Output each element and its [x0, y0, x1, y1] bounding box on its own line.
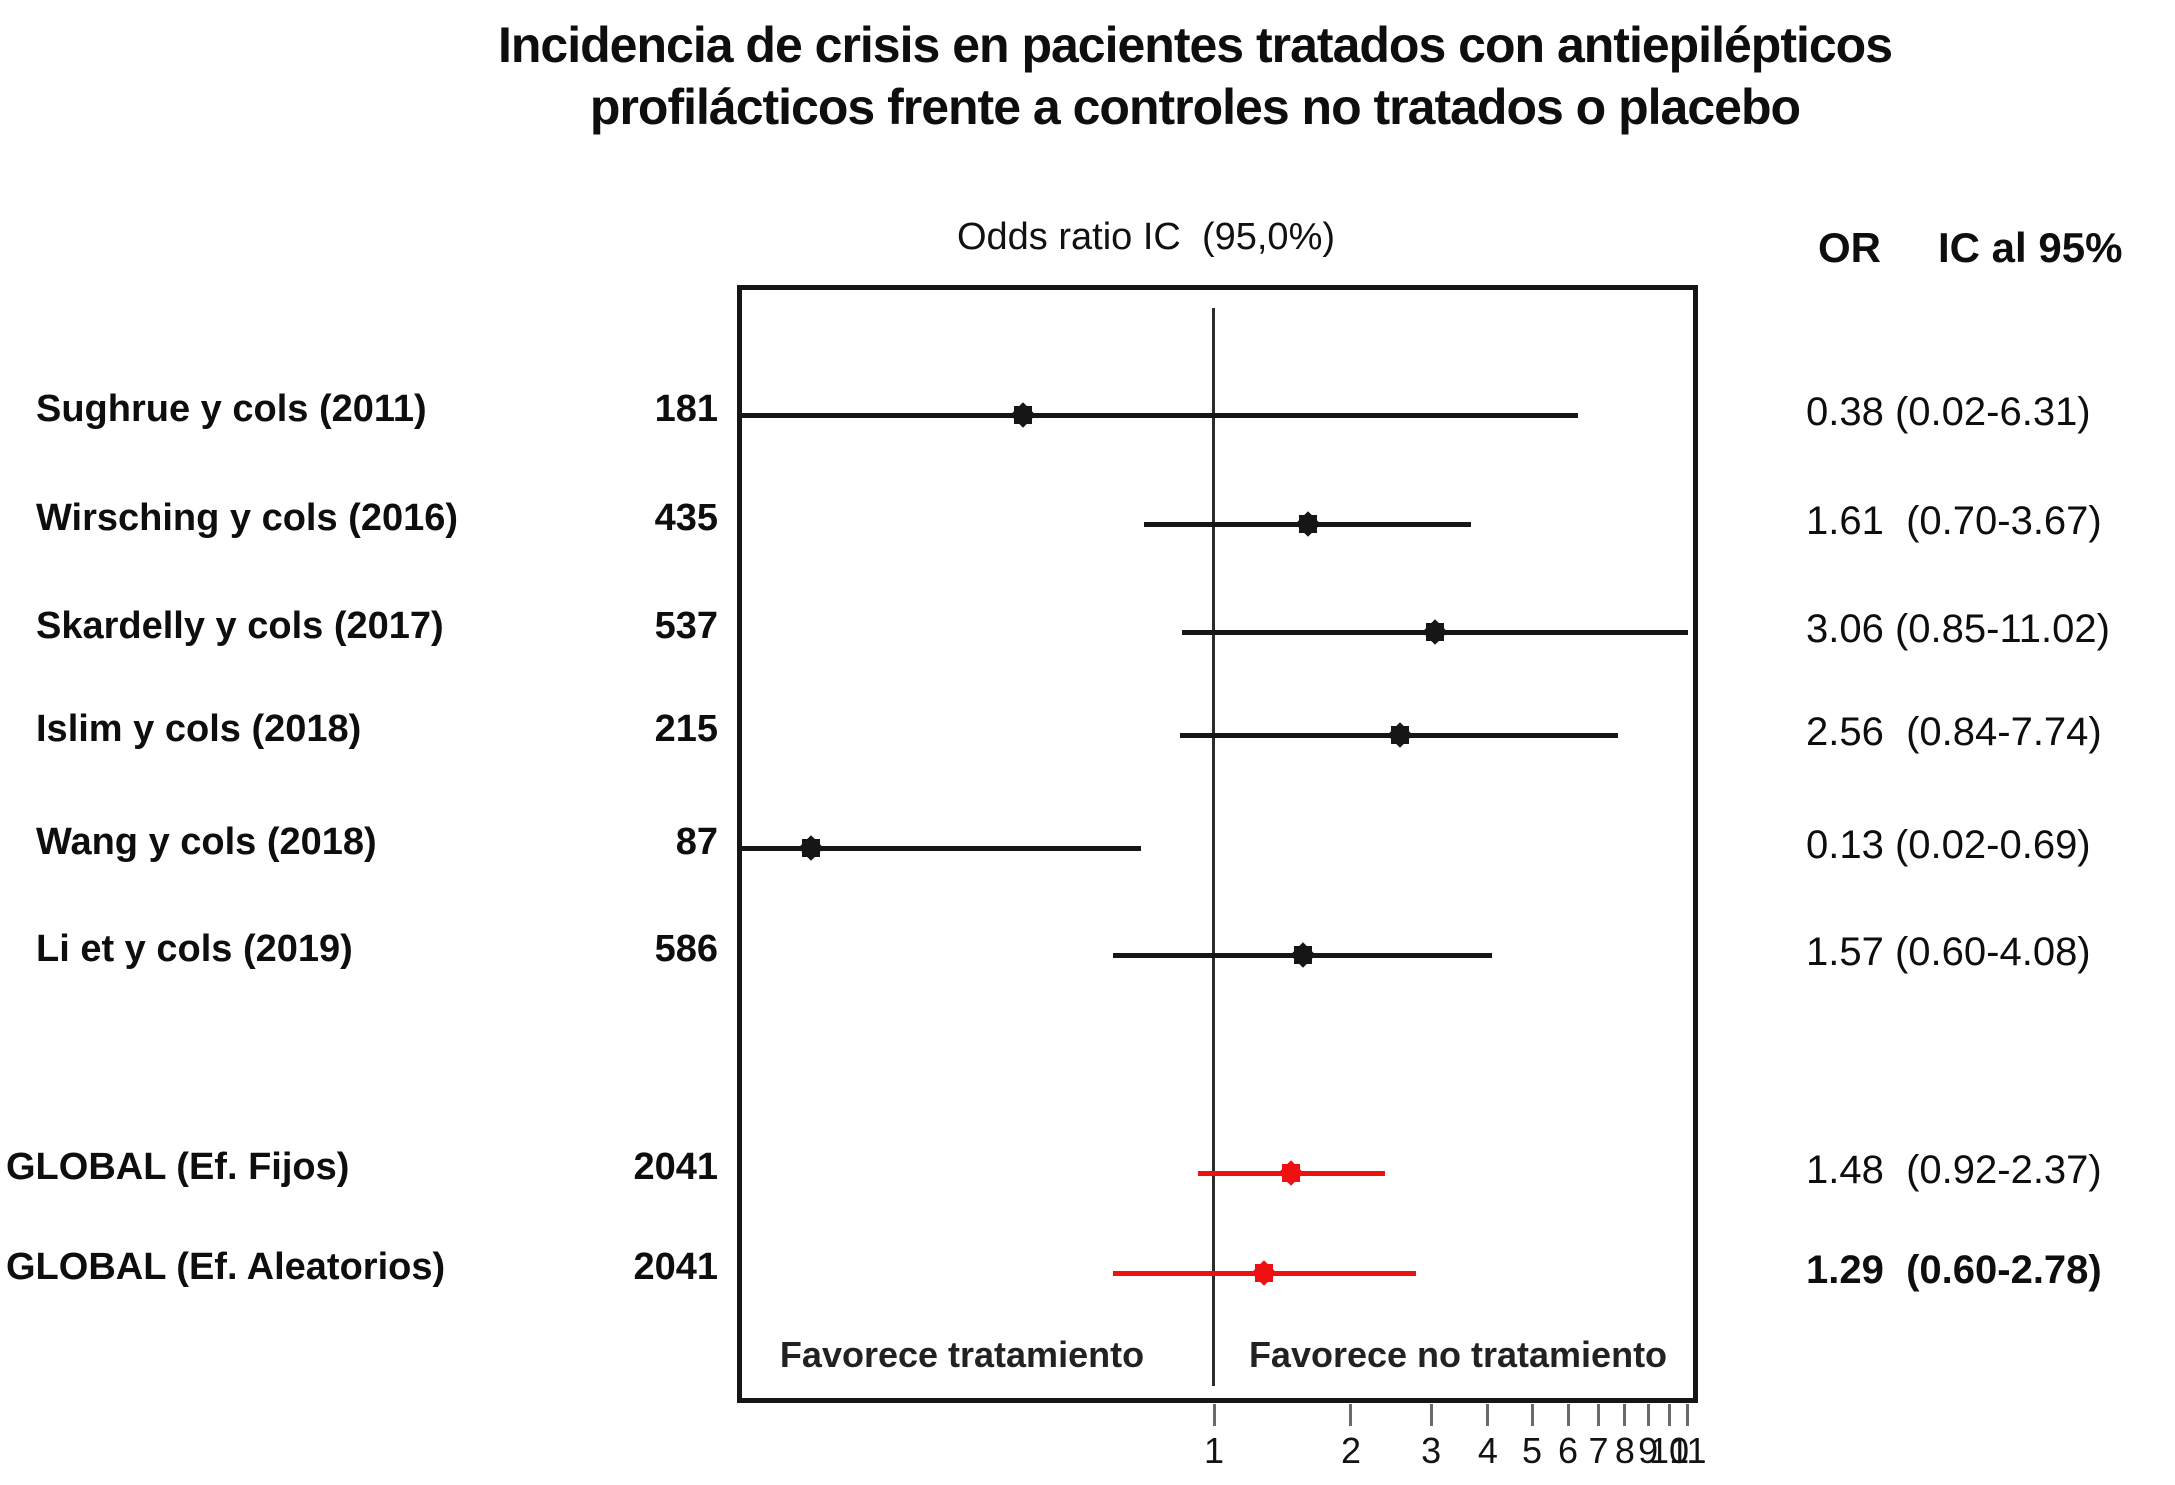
x-tick-label-6: 6 — [1558, 1430, 1579, 1471]
figure-title-line1: Incidencia de crisis en pacientes tratad… — [497, 17, 1893, 73]
study-n-2: 537 — [654, 605, 718, 647]
figure-title-line2: profilácticos frente a controles no trat… — [589, 79, 1801, 135]
study-label-5: Li et y cols (2019) — [36, 928, 353, 970]
column-header-or: OR — [1818, 224, 1881, 271]
favors-treatment-label: Favorece tratamiento — [779, 1334, 1145, 1375]
x-tick-label-3: 3 — [1421, 1430, 1442, 1471]
x-tick-11 — [1686, 1404, 1690, 1426]
or-ci-value-2: 3.06 (0.85-11.02) — [1806, 607, 2110, 651]
or-ci-value-0: 0.38 (0.02-6.31) — [1806, 390, 2091, 434]
x-tick-label-5: 5 — [1522, 1430, 1543, 1471]
x-tick-label-4: 4 — [1477, 1430, 1498, 1471]
or-ci-value-7: 1.29 (0.60-2.78) — [1806, 1248, 2102, 1292]
study-n-7: 2041 — [633, 1246, 718, 1288]
x-tick-label-2: 2 — [1340, 1430, 1361, 1471]
x-tick-1 — [1212, 1404, 1216, 1426]
or-ci-value-1: 1.61 (0.70-3.67) — [1806, 499, 2102, 543]
reference-line-or-1 — [1212, 308, 1215, 1386]
or-ci-value-6: 1.48 (0.92-2.37) — [1806, 1148, 2102, 1192]
study-n-1: 435 — [654, 497, 718, 539]
x-tick-9 — [1646, 1404, 1650, 1426]
x-tick-label-1: 1 — [1203, 1430, 1225, 1471]
favors-no-treatment-label: Favorece no tratamiento — [1248, 1334, 1668, 1375]
x-tick-7 — [1597, 1404, 1601, 1426]
x-tick-label-7: 7 — [1588, 1430, 1609, 1471]
or-ci-value-3: 2.56 (0.84-7.74) — [1806, 710, 2102, 754]
study-label-0: Sughrue y cols (2011) — [36, 388, 427, 430]
study-n-3: 215 — [654, 708, 718, 750]
figure-title: Incidencia de crisis en pacientes tratad… — [497, 14, 1893, 138]
x-tick-label-11: 11 — [1669, 1430, 1707, 1471]
x-tick-label-10: 10 — [1648, 1430, 1690, 1471]
x-tick-2 — [1349, 1404, 1353, 1426]
column-header-ci: IC al 95% — [1938, 224, 2123, 271]
study-label-1: Wirsching y cols (2016) — [36, 497, 459, 539]
x-tick-8 — [1623, 1404, 1627, 1426]
x-tick-6 — [1566, 1404, 1570, 1426]
or-ci-value-5: 1.57 (0.60-4.08) — [1806, 930, 2091, 974]
x-tick-3 — [1429, 1404, 1433, 1426]
study-n-5: 586 — [654, 928, 718, 970]
study-label-2: Skardelly y cols (2017) — [36, 605, 444, 647]
x-tick-5 — [1530, 1404, 1534, 1426]
study-n-0: 181 — [654, 388, 718, 430]
study-label-6: GLOBAL (Ef. Fijos) — [6, 1146, 350, 1188]
study-n-6: 2041 — [633, 1146, 718, 1188]
study-label-3: Islim y cols (2018) — [36, 708, 362, 750]
or-ci-value-4: 0.13 (0.02-0.69) — [1806, 823, 2091, 867]
odds-ratio-header: Odds ratio IC (95,0%) — [956, 216, 1336, 258]
x-tick-label-8: 8 — [1614, 1430, 1635, 1471]
x-tick-label-9: 9 — [1638, 1430, 1659, 1471]
study-label-4: Wang y cols (2018) — [36, 821, 377, 863]
study-label-7: GLOBAL (Ef. Aleatorios) — [6, 1246, 446, 1288]
study-n-4: 87 — [675, 821, 718, 863]
x-tick-10 — [1667, 1404, 1671, 1426]
plot-area — [737, 285, 1698, 1403]
x-tick-4 — [1486, 1404, 1490, 1426]
